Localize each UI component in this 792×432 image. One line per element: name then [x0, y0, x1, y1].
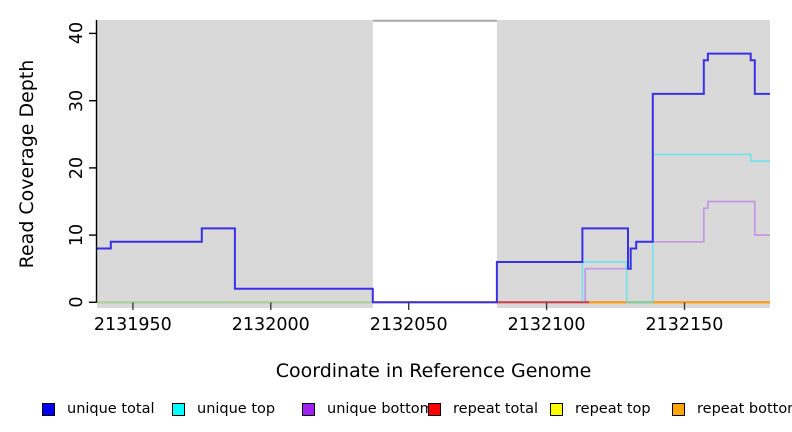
legend-label: unique total [67, 401, 155, 417]
x-tick-label: 2132050 [369, 315, 448, 335]
x-tick-label: 2132100 [507, 315, 586, 335]
legend-item-repeat-bottom: repeat bottom [672, 399, 792, 419]
legend-swatch-unique-total [42, 402, 55, 416]
y-tick-label: 30 [67, 89, 87, 112]
legend-label: repeat top [575, 401, 651, 417]
x-tick-label: 2132150 [645, 315, 724, 335]
legend-item-repeat-top: repeat top [550, 399, 651, 419]
y-tick-label: 0 [67, 296, 87, 308]
legend-item-unique-total: unique total [42, 399, 155, 419]
y-tick-label: 20 [67, 156, 87, 179]
legend-label: unique bottom [327, 401, 434, 417]
x-tick-label: 2132000 [231, 315, 310, 335]
legend-item-unique-bottom: unique bottom [302, 399, 434, 419]
legend-swatch-repeat-top [550, 402, 563, 416]
x-tick-label: 2131950 [93, 315, 172, 335]
y-tick-label: 10 [67, 223, 87, 247]
legend: unique total unique top unique bottom re… [0, 399, 792, 421]
legend-swatch-unique-bottom [302, 402, 315, 416]
y-axis-title: Read Coverage Depth [16, 59, 38, 269]
legend-swatch-repeat-bottom [672, 402, 685, 416]
y-tick-label: 40 [67, 22, 87, 45]
legend-label: unique top [197, 401, 276, 417]
legend-label: repeat bottom [697, 401, 792, 417]
legend-label: repeat total [453, 401, 539, 417]
legend-item-unique-top: unique top [172, 399, 275, 419]
x-axis-title: Coordinate in Reference Genome [275, 360, 592, 382]
legend-swatch-repeat-total [428, 402, 441, 416]
legend-swatch-unique-top [172, 402, 185, 416]
legend-item-repeat-total: repeat total [428, 399, 538, 419]
